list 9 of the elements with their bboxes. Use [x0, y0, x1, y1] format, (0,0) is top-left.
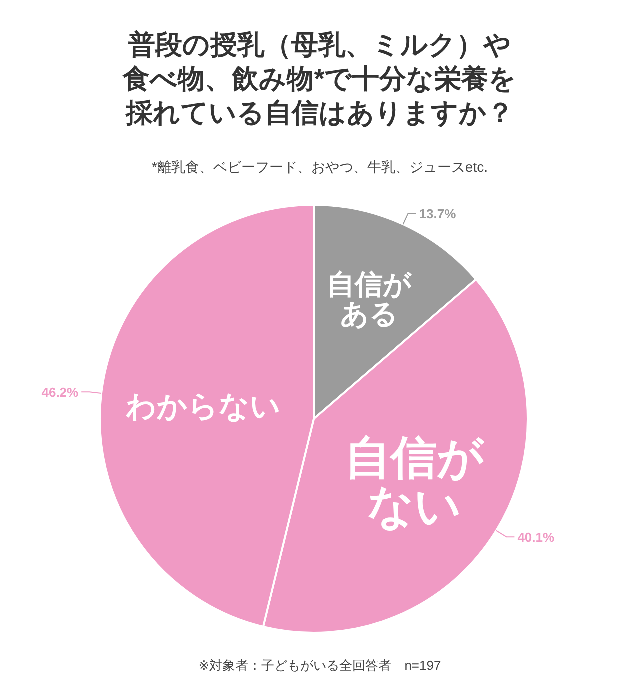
text: ※対象者：子どもがいる全回答者 n=197 — [198, 658, 442, 673]
chart-subtitle: *離乳食、ベビーフード、おやつ、牛乳、ジュースetc. — [152, 159, 488, 175]
data-label: 40.1% — [518, 530, 555, 546]
slice-label: 自信がない — [344, 432, 485, 532]
slice-label: わからない — [126, 390, 282, 424]
data-label: 13.7% — [419, 206, 457, 222]
data-label: 46.2% — [42, 385, 80, 400]
chart-title: 普段の授乳（母乳、ミルク）や食べ物、飲み物*で十分な栄養を採れている自信はありますか？ — [122, 30, 517, 128]
slice-label: 自信がある — [326, 269, 413, 330]
